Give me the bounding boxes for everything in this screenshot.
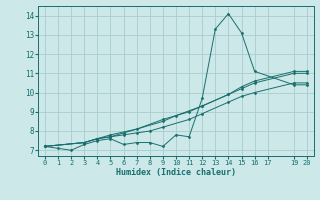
X-axis label: Humidex (Indice chaleur): Humidex (Indice chaleur) — [116, 168, 236, 177]
